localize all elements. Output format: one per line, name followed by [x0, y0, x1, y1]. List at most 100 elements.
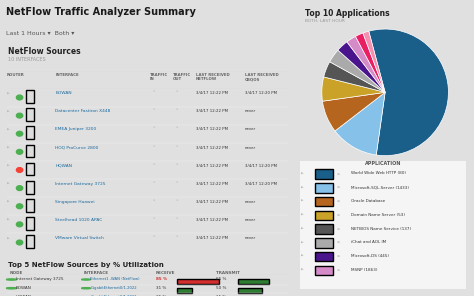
Text: 3/4/17 12:22 PM: 3/4/17 12:22 PM	[196, 164, 228, 168]
Text: 3/4/17 12:22 PM: 3/4/17 12:22 PM	[196, 200, 228, 204]
Text: ●: ●	[337, 213, 339, 217]
Text: RECEIVE: RECEIVE	[156, 271, 175, 275]
Wedge shape	[363, 31, 385, 92]
Text: ▶: ▶	[7, 236, 9, 240]
Circle shape	[17, 240, 23, 245]
Text: 65 %: 65 %	[216, 277, 227, 281]
Text: ˅: ˅	[176, 127, 178, 132]
FancyBboxPatch shape	[315, 238, 333, 248]
Text: Last 1 Hours ▾  Both ▾: Last 1 Hours ▾ Both ▾	[6, 31, 74, 36]
Text: Singapore Huawei: Singapore Huawei	[55, 200, 95, 204]
Text: 3/4/17 12:22 PM: 3/4/17 12:22 PM	[196, 146, 228, 149]
FancyBboxPatch shape	[26, 126, 34, 139]
Text: World Wide Web HTTP (80): World Wide Web HTTP (80)	[351, 171, 406, 176]
Text: HQWAN: HQWAN	[55, 164, 73, 168]
Text: 3/4/17 12:22 PM: 3/4/17 12:22 PM	[196, 91, 228, 95]
Text: 3/4/17 12:22 PM: 3/4/17 12:22 PM	[196, 109, 228, 113]
Text: Internet Gateway 3725: Internet Gateway 3725	[55, 182, 106, 186]
Text: Top 10 Applications: Top 10 Applications	[304, 9, 389, 18]
Text: ●: ●	[337, 185, 339, 189]
Text: ▶: ▶	[301, 171, 304, 176]
Text: ●: ●	[337, 268, 339, 272]
FancyBboxPatch shape	[26, 90, 34, 103]
FancyBboxPatch shape	[177, 288, 192, 293]
Text: ˅: ˅	[176, 146, 178, 151]
Circle shape	[82, 279, 91, 280]
Text: ▶: ▶	[7, 164, 9, 168]
Text: ●: ●	[337, 240, 339, 244]
Text: Oracle Database: Oracle Database	[351, 199, 385, 203]
Text: ▶: ▶	[7, 146, 9, 149]
FancyBboxPatch shape	[237, 279, 269, 284]
Text: 10 INTERFACES: 10 INTERFACES	[8, 57, 46, 62]
Wedge shape	[322, 77, 385, 101]
Circle shape	[17, 113, 23, 118]
Circle shape	[17, 131, 23, 136]
Text: ˅: ˅	[176, 236, 178, 241]
FancyBboxPatch shape	[26, 199, 34, 212]
Text: ˅: ˅	[153, 109, 155, 114]
Text: BOWAN: BOWAN	[16, 286, 32, 290]
Wedge shape	[356, 33, 385, 92]
Text: ˅: ˅	[176, 109, 178, 114]
Text: BOWAN: BOWAN	[55, 91, 72, 95]
Text: never: never	[245, 236, 256, 240]
Text: HQWAN: HQWAN	[16, 295, 32, 296]
Text: ˅: ˅	[153, 200, 155, 205]
Wedge shape	[330, 50, 385, 92]
Text: ●: ●	[337, 226, 339, 231]
Text: ROUTER: ROUTER	[7, 73, 24, 77]
Text: 3/4/17 12:20 PM: 3/4/17 12:20 PM	[245, 182, 277, 186]
Circle shape	[6, 288, 17, 289]
Circle shape	[17, 222, 23, 227]
Text: ▶: ▶	[301, 268, 304, 272]
Text: ˅: ˅	[153, 182, 155, 187]
Text: Steelhead 1020 APAC: Steelhead 1020 APAC	[55, 218, 103, 222]
Text: never: never	[245, 218, 256, 222]
FancyBboxPatch shape	[26, 235, 34, 248]
Text: ▶: ▶	[301, 226, 304, 231]
Circle shape	[17, 149, 23, 154]
Text: LAST RECEIVED
CBQOS: LAST RECEIVED CBQOS	[245, 73, 278, 81]
Circle shape	[17, 95, 23, 100]
Text: ˅: ˅	[176, 91, 178, 96]
FancyBboxPatch shape	[315, 169, 333, 179]
Text: ▶: ▶	[7, 109, 9, 113]
Text: Internet Gateway 3725: Internet Gateway 3725	[16, 277, 64, 281]
Text: HOQ ProCurve 2800: HOQ ProCurve 2800	[55, 146, 99, 149]
FancyBboxPatch shape	[315, 224, 333, 234]
Text: ˅: ˅	[153, 236, 155, 241]
Text: 85 %: 85 %	[156, 277, 167, 281]
Circle shape	[6, 279, 17, 280]
FancyBboxPatch shape	[26, 217, 34, 230]
Text: GigabitEthernet0/1.2021: GigabitEthernet0/1.2021	[91, 295, 137, 296]
Text: INTERFACE: INTERFACE	[55, 73, 79, 77]
Text: ●: ●	[337, 199, 339, 203]
Text: Domain Name Server (53): Domain Name Server (53)	[351, 213, 405, 217]
Circle shape	[17, 168, 23, 172]
Text: iChat and AOL IM: iChat and AOL IM	[351, 240, 386, 244]
Text: ●: ●	[337, 171, 339, 176]
Text: TRAFFIC
OUT: TRAFFIC OUT	[173, 73, 191, 81]
Text: 3/4/17 12:20 PM: 3/4/17 12:20 PM	[245, 164, 277, 168]
Wedge shape	[347, 36, 385, 92]
Text: 50 %: 50 %	[216, 286, 227, 290]
Text: NODE: NODE	[9, 271, 23, 275]
Text: INTERFACE: INTERFACE	[84, 271, 109, 275]
Text: Microsoft-SQL-Server (1433): Microsoft-SQL-Server (1433)	[351, 185, 409, 189]
Wedge shape	[335, 92, 385, 155]
Text: ˅: ˅	[176, 164, 178, 169]
Circle shape	[17, 204, 23, 209]
Text: ▶: ▶	[301, 240, 304, 244]
FancyBboxPatch shape	[237, 288, 262, 293]
Text: ˅: ˅	[176, 218, 178, 223]
Wedge shape	[338, 42, 385, 92]
Circle shape	[17, 186, 23, 191]
Text: EMEA Juniper 3200: EMEA Juniper 3200	[55, 127, 97, 131]
Text: 3/4/17 12:20 PM: 3/4/17 12:20 PM	[245, 91, 277, 95]
FancyBboxPatch shape	[315, 252, 333, 261]
Text: ▶: ▶	[7, 200, 9, 204]
FancyBboxPatch shape	[315, 266, 333, 275]
Text: NetFlow Sources: NetFlow Sources	[8, 47, 81, 56]
Text: APPLICATION: APPLICATION	[365, 161, 401, 166]
